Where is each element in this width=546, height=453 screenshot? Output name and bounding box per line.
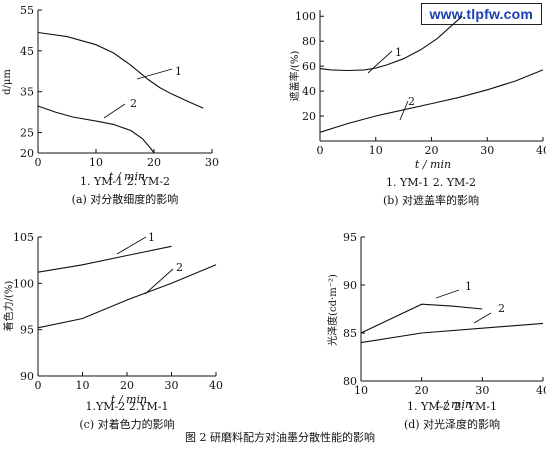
legend-text: 1. YM-1 2. YM-2 (80, 175, 170, 188)
x-tick-label: 20 (120, 379, 134, 392)
panel-caption: (b) 对遮盖率的影响 (383, 193, 479, 207)
x-tick-label: 30 (165, 379, 179, 392)
series-line-2 (37, 105, 155, 154)
y-tick-label: 90 (343, 279, 357, 292)
y-tick-label: 25 (20, 127, 34, 140)
y-tick-label: 100 (295, 10, 316, 23)
x-axis-label: t / min (111, 393, 147, 406)
y-tick-label: 40 (302, 85, 316, 98)
x-tick-label: 20 (415, 384, 429, 397)
curve-label-1: 1 (148, 231, 155, 244)
callout-leader (136, 68, 173, 80)
series-line-1 (360, 303, 483, 334)
y-axis-label: d/μm (2, 69, 13, 95)
watermark-url: www.tlpfw.com (420, 3, 542, 25)
series-line-2 (37, 264, 217, 329)
y-tick-label: 45 (20, 45, 34, 58)
panel-caption: (a) 对分散细度的影响 (72, 192, 179, 206)
callout-leader (144, 268, 174, 295)
y-tick-label: 20 (302, 110, 316, 123)
legend-text: 1. YM-2 2. YM-1 (407, 400, 497, 413)
series-line-1 (37, 31, 204, 109)
x-axis-label: t / min (436, 398, 472, 411)
x-tick-label: 30 (475, 384, 489, 397)
series-line-2 (360, 322, 544, 344)
legend-text: 1. YM-1 2. YM-2 (386, 176, 476, 189)
callout-leader (473, 312, 492, 324)
callout-leader (399, 100, 409, 121)
chart-panel-c: 90 95 100 105 0 10 20 30 40 t / min 着色力/(%) 1 2 1.YM-… (2, 231, 223, 431)
series-line-2 (319, 69, 544, 133)
curve-label-2: 2 (176, 261, 183, 274)
y-axis-label: 光泽度(cd·m⁻²) (326, 274, 339, 346)
curve-label-1: 1 (395, 46, 402, 59)
x-tick-label: 30 (480, 144, 494, 157)
y-tick-label: 55 (20, 4, 34, 17)
y-tick-label: 35 (20, 86, 34, 99)
callout-leader (103, 103, 126, 119)
curve-label-2: 2 (498, 302, 505, 315)
y-tick-label: 100 (13, 277, 34, 290)
y-tick-label: 60 (302, 60, 316, 73)
x-tick-label: 10 (76, 379, 90, 392)
callout-leader (435, 289, 460, 299)
x-tick-label: 10 (89, 156, 103, 169)
x-tick-label: 0 (35, 379, 42, 392)
chart-panel-a: 20 25 35 45 55 0 10 20 30 t / min d/μm 1 2 1. YM-1 2.… (2, 4, 219, 206)
x-tick-label: 20 (425, 144, 439, 157)
series-line-1 (319, 15, 463, 72)
x-axis-label: t / min (415, 158, 451, 171)
chart-panel-d: 80 85 90 95 10 20 30 40 t / min 光泽度(cd·m⁻²) 1 2 1. Y… (326, 231, 546, 431)
curve-label-1: 1 (465, 280, 472, 293)
callout-leader (116, 236, 147, 255)
y-axis-label: 着色力/(%) (2, 281, 15, 332)
y-tick-label: 80 (302, 35, 316, 48)
x-tick-label: 40 (536, 384, 546, 397)
curve-label-2: 2 (408, 95, 415, 108)
y-axis-label: 遮盖率/(%) (288, 51, 301, 102)
y-tick-label: 105 (13, 231, 34, 244)
chart-panel-b: 20 40 60 80 100 0 10 20 30 40 t / min 遮盖率/(%) 1 2 1. Y… (288, 10, 546, 207)
x-tick-label: 0 (35, 156, 42, 169)
curve-label-2: 2 (130, 97, 137, 110)
series-line-1 (37, 245, 172, 273)
figure-caption: 图 2 研磨料配方对油墨分散性能的影响 (185, 430, 375, 444)
curve-label-1: 1 (175, 65, 182, 78)
x-tick-label: 10 (354, 384, 368, 397)
x-tick-label: 40 (209, 379, 223, 392)
legend-text: 1.YM-2 2.YM-1 (86, 400, 169, 413)
x-tick-label: 0 (317, 144, 324, 157)
panel-caption: (c) 对着色力的影响 (79, 417, 174, 431)
y-tick-label: 95 (20, 324, 34, 337)
callout-leader (367, 50, 393, 74)
x-tick-label: 40 (536, 144, 546, 157)
y-tick-label: 95 (343, 231, 357, 244)
panel-caption: (d) 对光泽度的影响 (404, 417, 500, 431)
x-tick-label: 10 (369, 144, 383, 157)
y-tick-label: 80 (343, 375, 357, 388)
x-tick-label: 30 (205, 156, 219, 169)
x-tick-label: 20 (147, 156, 161, 169)
y-tick-label: 85 (343, 327, 357, 340)
x-axis-label: t / min (109, 170, 145, 183)
y-tick-label: 20 (20, 147, 34, 160)
y-tick-label: 90 (20, 370, 34, 383)
